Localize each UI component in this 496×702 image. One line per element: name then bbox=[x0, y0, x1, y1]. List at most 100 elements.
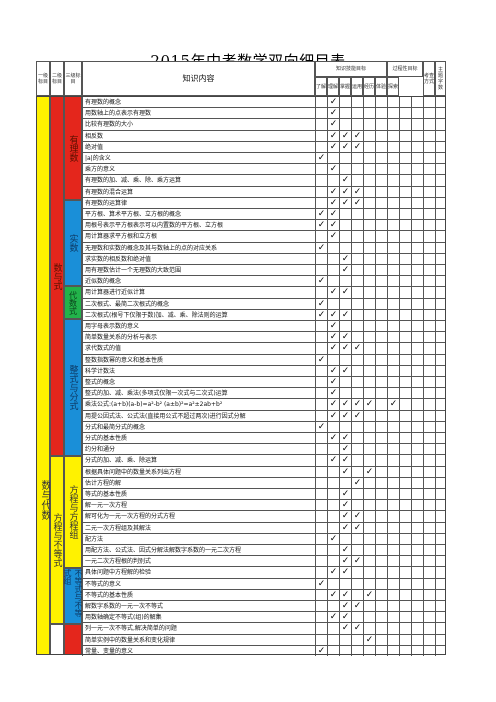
row-grid-cell bbox=[423, 286, 435, 298]
row-grid-cell bbox=[315, 544, 327, 556]
row-grid-cell bbox=[375, 622, 387, 634]
row-grid-cell bbox=[399, 297, 411, 309]
row-grid-cell bbox=[423, 532, 435, 544]
row-grid-cell bbox=[411, 118, 423, 130]
check-mark-icon: ✓ bbox=[341, 500, 350, 511]
row-grid-cell: ✓ bbox=[339, 252, 351, 264]
row-grid-cell bbox=[387, 566, 399, 578]
check-mark-icon: ✓ bbox=[353, 410, 362, 421]
row-grid-cell bbox=[387, 644, 399, 656]
row-grid-cell bbox=[375, 342, 387, 354]
row-grid-cell bbox=[411, 566, 423, 578]
row-knowledge-text: 二次根式(根号下仅限于数)加、减、乘、除法则的运算 bbox=[82, 308, 315, 320]
row-grid-cell bbox=[423, 633, 435, 645]
row-grid-cell: ✓ bbox=[351, 409, 363, 421]
row-grid-cell bbox=[399, 566, 411, 578]
row-grid-cell bbox=[399, 577, 411, 589]
row-grid-cell: ✓ bbox=[339, 488, 351, 500]
row-grid-cell: ✓ bbox=[327, 185, 339, 197]
row-grid-cell bbox=[315, 376, 327, 388]
row-grid-cell: ✓ bbox=[351, 476, 363, 488]
row-grid-cell bbox=[375, 286, 387, 298]
row-knowledge-text: 求实数的相反数和绝对值 bbox=[82, 252, 315, 264]
check-mark-icon: ✓ bbox=[341, 556, 350, 567]
header-group-a: 知识技能目标 bbox=[315, 61, 387, 77]
row-grid-cell bbox=[375, 230, 387, 242]
row-grid-cell bbox=[387, 286, 399, 298]
row-grid-cell bbox=[435, 364, 446, 376]
row-grid-cell bbox=[399, 364, 411, 376]
row-grid-cell bbox=[375, 140, 387, 152]
level3-inequality-label: 不等式与不等式组 bbox=[63, 569, 83, 617]
row-grid-cell bbox=[351, 566, 363, 578]
row-grid-cell: ✓ bbox=[351, 129, 363, 141]
row-grid-cell bbox=[363, 297, 375, 309]
row-grid-cell bbox=[315, 600, 327, 612]
check-mark-icon: ✓ bbox=[317, 645, 326, 656]
row-grid-cell bbox=[435, 577, 446, 589]
row-grid-cell bbox=[411, 499, 423, 511]
row-grid-cell bbox=[363, 644, 375, 656]
row-grid-cell bbox=[399, 219, 411, 231]
row-grid-cell bbox=[387, 387, 399, 399]
row-grid-cell bbox=[387, 185, 399, 197]
check-mark-icon: ✓ bbox=[329, 141, 338, 152]
row-grid-cell bbox=[387, 241, 399, 253]
row-grid-cell bbox=[411, 633, 423, 645]
row-grid-cell bbox=[375, 409, 387, 421]
row-grid-cell bbox=[399, 454, 411, 466]
row-grid-cell bbox=[351, 286, 363, 298]
row-grid-cell bbox=[363, 129, 375, 141]
row-grid-cell bbox=[423, 140, 435, 152]
row-grid-cell bbox=[435, 174, 446, 186]
row-grid-cell bbox=[363, 163, 375, 175]
row-grid-cell bbox=[387, 465, 399, 477]
row-grid-cell: ✓ bbox=[339, 140, 351, 152]
row-grid-cell bbox=[387, 499, 399, 511]
row-grid-cell bbox=[375, 544, 387, 556]
check-mark-icon: ✓ bbox=[341, 332, 350, 343]
check-mark-icon: ✓ bbox=[329, 231, 338, 242]
check-mark-icon: ✓ bbox=[329, 533, 338, 544]
row-grid-cell: ✓ bbox=[351, 555, 363, 567]
row-grid-cell bbox=[315, 499, 327, 511]
row-grid-cell bbox=[435, 140, 446, 152]
row-grid-cell bbox=[435, 185, 446, 197]
row-grid-cell: ✓ bbox=[351, 196, 363, 208]
row-grid-cell: ✓ bbox=[315, 420, 327, 432]
row-grid-cell bbox=[363, 342, 375, 354]
row-knowledge-text: 根据具体问题中的数量关系列出方程 bbox=[82, 465, 315, 477]
row-grid-cell bbox=[423, 376, 435, 388]
row-grid-cell bbox=[315, 264, 327, 276]
check-mark-icon: ✓ bbox=[341, 197, 350, 208]
row-grid-cell bbox=[399, 163, 411, 175]
row-knowledge-text: 绝对值 bbox=[82, 140, 315, 152]
row-grid-cell bbox=[435, 633, 446, 645]
row-grid-cell bbox=[435, 544, 446, 556]
row-grid-cell bbox=[411, 308, 423, 320]
header-level3: 三级标目 bbox=[64, 61, 82, 96]
row-grid-cell bbox=[399, 152, 411, 164]
row-grid-cell: ✓ bbox=[339, 129, 351, 141]
check-mark-icon: ✓ bbox=[329, 567, 338, 578]
row-grid-cell bbox=[387, 420, 399, 432]
row-grid-cell bbox=[435, 308, 446, 320]
row-grid-cell bbox=[351, 241, 363, 253]
row-grid-cell bbox=[399, 633, 411, 645]
row-grid-cell: ✓ bbox=[351, 521, 363, 533]
row-grid-cell bbox=[411, 488, 423, 500]
row-grid-cell: ✓ bbox=[315, 275, 327, 287]
header-knowledge: 知识内容 bbox=[82, 61, 315, 96]
row-knowledge-text: 估计方程的解 bbox=[82, 476, 315, 488]
row-grid-cell bbox=[339, 420, 351, 432]
row-grid-cell bbox=[315, 118, 327, 130]
row-grid-cell bbox=[411, 588, 423, 600]
row-grid-cell bbox=[363, 152, 375, 164]
row-grid-cell bbox=[327, 443, 339, 455]
header-subcol: 经历 bbox=[363, 77, 375, 96]
row-grid-cell bbox=[435, 611, 446, 623]
row-grid-cell bbox=[435, 420, 446, 432]
row-grid-cell bbox=[375, 297, 387, 309]
row-grid-cell: ✓ bbox=[327, 308, 339, 320]
level3-function bbox=[64, 624, 82, 655]
